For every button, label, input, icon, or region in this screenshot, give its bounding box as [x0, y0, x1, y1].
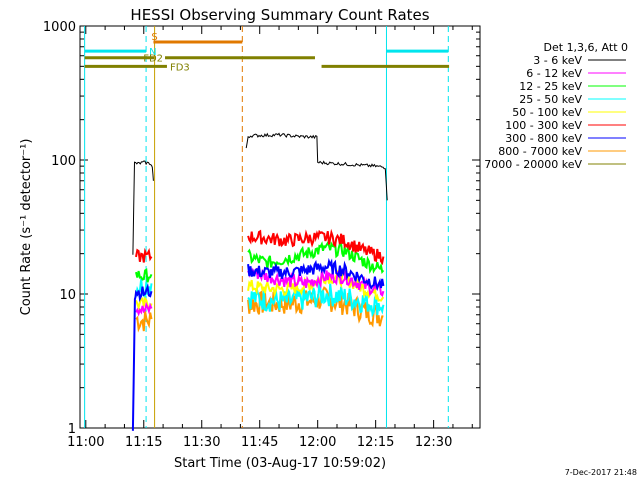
flag-label: FD3 — [170, 62, 190, 73]
vertical-markers — [84, 26, 449, 428]
x-tick-label: 11:15 — [125, 435, 162, 450]
series-line — [245, 132, 388, 201]
series-line — [135, 247, 153, 263]
series-line — [247, 283, 385, 318]
footer-date: 7-Dec-2017 21:48 — [565, 468, 637, 477]
legend-label: 12 - 25 keV — [519, 80, 582, 93]
series-line — [247, 257, 385, 292]
series-line — [135, 268, 153, 283]
y-tick-label: 1 — [68, 422, 76, 437]
x-tick-label: 11:45 — [241, 435, 278, 450]
x-axis-title: Start Time (03-Aug-17 10:59:02) — [174, 456, 386, 471]
x-tick-label: 12:00 — [299, 435, 336, 450]
y-axis-title: Count Rate (s⁻¹ detector⁻¹) — [19, 139, 34, 316]
flag-label: FD2 — [143, 54, 163, 65]
y-tick-label: 100 — [51, 154, 76, 169]
series-line — [247, 269, 385, 302]
series-line — [132, 160, 154, 255]
x-tick-label: 11:00 — [67, 435, 104, 450]
legend-label: 300 - 800 keV — [505, 132, 582, 145]
legend-label: 800 - 7000 keV — [498, 145, 582, 158]
legend-label: 50 - 100 keV — [512, 106, 582, 119]
legend-label: 100 - 300 keV — [505, 119, 582, 132]
legend-label: 3 - 6 keV — [533, 54, 582, 67]
legend-label: 7000 - 20000 keV — [484, 158, 582, 171]
series-line — [131, 283, 153, 431]
y-tick-label: 10 — [59, 288, 76, 303]
y-tick-label: 1000 — [43, 20, 76, 35]
legend-label: 6 - 12 keV — [526, 67, 582, 80]
series-line — [247, 228, 385, 266]
chart-title: HESSI Observing Summary Count Rates — [130, 6, 429, 24]
series-line — [135, 311, 153, 333]
legend-title: Det 1,3,6, Att 0 — [544, 41, 628, 54]
series-line — [135, 301, 153, 317]
y-axis: 1 10 100 1000 — [43, 20, 480, 437]
plot-frame — [79, 25, 481, 429]
series-line — [247, 267, 385, 298]
x-tick-label: 11:30 — [183, 435, 220, 450]
flag-label: N — [149, 47, 156, 58]
x-axis: 11:00 11:15 11:30 11:45 12:00 12:15 12:30 — [67, 26, 473, 450]
x-tick-label: 12:30 — [415, 435, 452, 450]
series-lines — [131, 132, 388, 431]
series-line — [247, 240, 385, 275]
flag-label: S — [151, 32, 157, 43]
x-tick-label: 12:15 — [357, 435, 394, 450]
legend-label: 25 - 50 keV — [519, 93, 582, 106]
